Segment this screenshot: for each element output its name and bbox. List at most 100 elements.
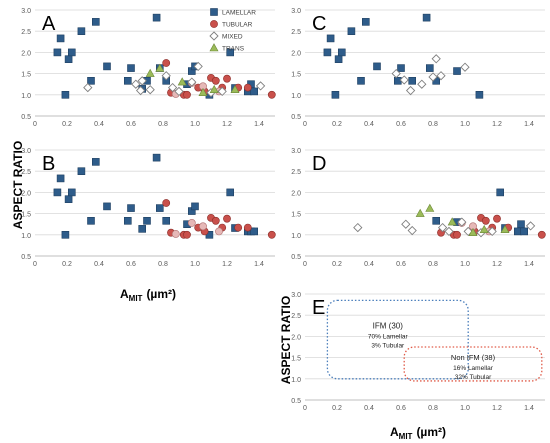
x-tick-label: 0.6 [126, 121, 136, 128]
panel-label: D [312, 153, 326, 175]
point-lamellar [127, 64, 135, 72]
x-tick-label: 0 [303, 121, 307, 128]
point-lamellar [250, 87, 258, 96]
y-tick-label: 1.0 [291, 377, 301, 384]
point-lamellar [397, 64, 405, 72]
point-lamellar [152, 13, 161, 22]
point-lamellar [127, 204, 135, 212]
point-mixed [399, 75, 409, 85]
point-tubular_light [215, 227, 223, 236]
point-lamellar [53, 48, 62, 57]
point-mixed [444, 226, 454, 237]
point-lamellar [61, 91, 70, 99]
point-mixed [431, 54, 441, 64]
y-tick-label: 2.0 [21, 50, 31, 57]
point-lamellar [520, 227, 529, 236]
point-trans [209, 84, 219, 94]
point-lamellar [56, 34, 65, 43]
point-tubular [267, 90, 276, 99]
y-axis-title-e: ASPECT RATIO [279, 296, 293, 384]
point-lamellar [408, 77, 417, 85]
point-tubular [183, 90, 191, 99]
point-lamellar [64, 55, 73, 63]
point-lamellar [87, 217, 95, 225]
point-mixed [161, 71, 171, 81]
x-tick-label: 1.2 [492, 121, 502, 128]
point-lamellar [68, 188, 76, 197]
panel-e: 0.5 1.0 1.5 2.0 2.5 3.0 0 0.2 0.4 0.6 0.8 1.0 1.2 1.4… [291, 292, 545, 412]
legend-label: TUBULAR [222, 22, 253, 29]
region-stat: 70% Lamellar [368, 333, 409, 340]
point-trans [230, 84, 240, 94]
point-lamellar [68, 48, 76, 57]
y-tick-label: 3.0 [291, 8, 301, 15]
point-mixed [417, 79, 427, 89]
point-lamellar [226, 188, 234, 197]
region-title: IFM (30) [373, 321, 404, 330]
point-trans [198, 87, 208, 96]
point-lamellar [77, 27, 86, 36]
y-tick-label: 0.5 [291, 254, 301, 261]
x-axis-title-e: AMIT (µm²) [390, 425, 446, 441]
x-tick-label: 1.0 [190, 261, 200, 268]
x-tick-label: 0.4 [364, 261, 374, 268]
legend-item-trans: TRANS [209, 43, 245, 53]
point-lamellar [331, 91, 340, 99]
point-mixed [145, 85, 155, 95]
point-lamellar [250, 227, 258, 236]
point-lamellar [475, 91, 484, 99]
point-mixed [353, 222, 363, 233]
point-mixed [131, 79, 141, 89]
region-non-ifm [403, 346, 543, 382]
point-tubular [267, 230, 276, 239]
point-mixed [83, 82, 93, 93]
panel-label: E [312, 297, 325, 319]
x-tick-label: 0.6 [396, 121, 406, 128]
x-tick-label: 1.2 [222, 121, 232, 128]
x-tick-label: 1.4 [524, 121, 534, 128]
legend-item-lamellar: LAMELLAR [210, 8, 256, 17]
x-tick-label: 0.8 [158, 261, 168, 268]
y-tick-label: 0.5 [291, 398, 301, 405]
x-tick-label: 0.8 [428, 405, 438, 412]
point-lamellar [103, 62, 111, 71]
point-mixed [405, 85, 416, 96]
series-trans [145, 63, 240, 96]
x-tick-label: 0.4 [364, 121, 374, 128]
point-mixed [487, 226, 497, 237]
point-trans [500, 224, 510, 234]
y-tick-label: 2.5 [21, 29, 31, 36]
point-mixed [193, 61, 203, 72]
legend-label: TRANS [222, 46, 245, 53]
point-mixed [525, 221, 536, 231]
point-lamellar [453, 67, 461, 75]
point-mixed [407, 225, 417, 236]
point-lamellar [77, 167, 86, 175]
point-trans [447, 217, 457, 226]
point-tubular [453, 230, 461, 239]
point-lamellar [357, 77, 365, 85]
x-tick-label: 1.2 [492, 405, 502, 412]
point-lamellar [103, 202, 111, 211]
point-tubular [183, 230, 191, 239]
x-tick-label: 1.2 [492, 261, 502, 268]
point-lamellar [143, 217, 151, 225]
point-mixed [437, 222, 448, 233]
panel-a: 0.5 1.0 1.5 2.0 2.5 3.0 0 0.2 0.4 0.6 0.8 1.0 1.2 1.4… [21, 8, 276, 128]
y-tick-label: 1.5 [291, 356, 301, 363]
point-mixed [174, 86, 184, 97]
point-mixed [217, 86, 227, 97]
x-tick-label: 0.8 [158, 121, 168, 128]
point-mixed [460, 62, 470, 72]
point-lamellar [124, 217, 132, 225]
x-tick-label: 0 [303, 405, 307, 412]
x-tick-label: 1.0 [190, 121, 200, 128]
series-lamellar [53, 153, 258, 239]
y-tick-label: 3.0 [291, 148, 301, 155]
series-trans [415, 203, 510, 236]
series-lamellar [323, 13, 484, 99]
point-trans [177, 77, 187, 86]
point-tubular [211, 76, 220, 85]
legend: LAMELLAR TUBULAR MIXED TRANS [209, 8, 256, 53]
panel-d: 0.5 1.0 1.5 2.0 2.5 3.0 0 0.2 0.4 0.6 0.8 1.0 1.2 1.4… [291, 148, 546, 268]
